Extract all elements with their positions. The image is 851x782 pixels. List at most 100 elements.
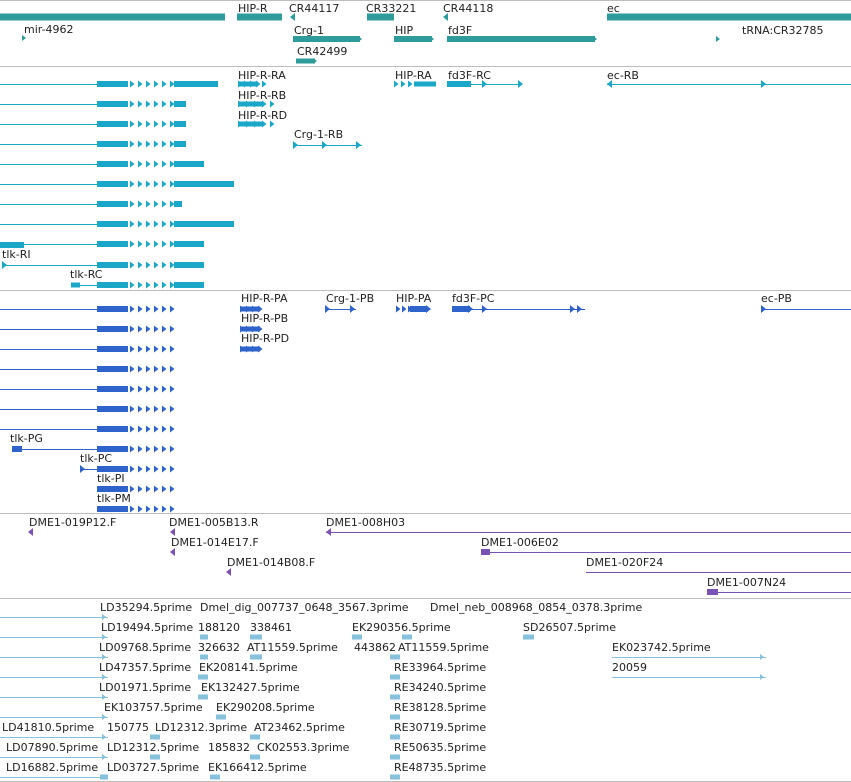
- strand-arrow-right: [130, 281, 135, 289]
- tlk-transcript[interactable]: [0, 140, 186, 148]
- feature-genes-7[interactable]: [394, 36, 434, 42]
- est-alignment[interactable]: [0, 714, 108, 720]
- est-alignment[interactable]: [250, 634, 262, 640]
- est-alignment[interactable]: [210, 774, 220, 780]
- feature-label: RE33964.5prime: [394, 661, 486, 674]
- feature-proteins-6[interactable]: [240, 345, 263, 353]
- tlk-protein[interactable]: [0, 425, 175, 433]
- feature-clones-2[interactable]: [326, 528, 851, 536]
- est-alignment[interactable]: [0, 754, 108, 760]
- est-alignment[interactable]: [198, 674, 208, 680]
- est-alignment[interactable]: [198, 694, 208, 700]
- feature-ests-7[interactable]: [523, 634, 534, 640]
- feature-transcripts-4[interactable]: [238, 100, 275, 108]
- est-alignment[interactable]: [0, 674, 108, 680]
- est-alignment[interactable]: [390, 654, 400, 660]
- feature-clones-0[interactable]: [28, 528, 33, 536]
- est-alignment[interactable]: [352, 634, 362, 640]
- feature-transcripts-0[interactable]: [238, 80, 267, 88]
- feature-genes-5[interactable]: [607, 13, 851, 21]
- feature-proteins-5[interactable]: [240, 325, 263, 333]
- tlk-transcript[interactable]: [0, 100, 186, 108]
- est-alignment[interactable]: [0, 614, 108, 620]
- feature-transcripts-2[interactable]: [447, 80, 523, 88]
- est-alignment[interactable]: [390, 754, 400, 760]
- tlk-protein[interactable]: [0, 405, 175, 413]
- est-alignment[interactable]: [0, 654, 108, 660]
- feature-proteins-12[interactable]: [12, 445, 175, 453]
- tlk-transcript[interactable]: [0, 240, 204, 248]
- tlk-transcript[interactable]: [0, 200, 182, 208]
- feature-proteins-13[interactable]: [80, 465, 175, 473]
- feature-clones-3[interactable]: [170, 548, 175, 556]
- est-alignment[interactable]: [200, 654, 208, 660]
- est-alignment[interactable]: [150, 754, 160, 760]
- feature-bar: [198, 674, 208, 680]
- feature-genes-4[interactable]: [443, 13, 448, 21]
- feature-ests-13[interactable]: [612, 654, 766, 660]
- feature-genes-6[interactable]: [293, 36, 362, 42]
- feature-genes-3[interactable]: [367, 13, 394, 21]
- feature-proteins-15[interactable]: [97, 505, 175, 513]
- feature-transcripts-15[interactable]: [0, 242, 204, 269]
- feature-genes-8[interactable]: [447, 36, 597, 42]
- feature-proteins-2[interactable]: [396, 305, 431, 313]
- feature-genes-0[interactable]: [22, 35, 26, 41]
- feature-label: tlk-PI: [97, 472, 125, 485]
- feature-proteins-0[interactable]: [240, 305, 263, 313]
- feature-proteins-14[interactable]: [97, 485, 175, 493]
- feature-transcripts-16[interactable]: [71, 281, 204, 289]
- est-alignment[interactable]: [390, 774, 400, 780]
- est-alignment[interactable]: [402, 634, 412, 640]
- est-alignment[interactable]: [250, 654, 262, 660]
- feature-transcripts-6[interactable]: [293, 141, 362, 149]
- feature-transcripts-1[interactable]: [394, 80, 436, 88]
- feature-proteins-3[interactable]: [452, 305, 585, 313]
- feature-label: EK290356.5prime: [352, 621, 451, 634]
- feature-ests-17[interactable]: [612, 674, 766, 680]
- strand-arrow-right: [162, 385, 167, 393]
- tlk-transcript[interactable]: [0, 220, 234, 228]
- feature-genes-1[interactable]: [0, 13, 282, 21]
- est-alignment[interactable]: [100, 774, 108, 780]
- tlk-protein[interactable]: [0, 325, 175, 333]
- tlk-protein[interactable]: [0, 345, 175, 353]
- strand-arrow-left: [523, 634, 527, 640]
- feature-genes-9[interactable]: [716, 36, 720, 42]
- est-alignment[interactable]: [390, 674, 400, 680]
- feature-proteins-4[interactable]: [761, 305, 851, 313]
- est-alignment[interactable]: [0, 734, 108, 740]
- est-alignment[interactable]: [216, 714, 226, 720]
- feature-genes-2[interactable]: [290, 13, 295, 21]
- feature-clones-4[interactable]: [481, 549, 851, 555]
- tlk-protein[interactable]: [0, 365, 175, 373]
- feature-transcripts-5[interactable]: [238, 120, 275, 128]
- feature-genes-10[interactable]: [296, 58, 317, 64]
- feature-transcripts-3[interactable]: [607, 80, 851, 88]
- tlk-transcript[interactable]: [0, 180, 234, 188]
- tlk-transcript[interactable]: [0, 80, 218, 88]
- feature-bar: [237, 13, 282, 21]
- feature-proteins-1[interactable]: [325, 305, 356, 313]
- est-alignment[interactable]: [390, 734, 400, 740]
- feature-ests-34[interactable]: [0, 774, 108, 780]
- feature-clones-5[interactable]: [226, 568, 231, 576]
- est-alignment[interactable]: [150, 734, 160, 740]
- est-alignment[interactable]: [0, 634, 108, 640]
- est-alignment[interactable]: [250, 754, 260, 760]
- feature-label: LD41810.5prime: [2, 721, 94, 734]
- tlk-protein[interactable]: [0, 385, 175, 393]
- tlk-transcript[interactable]: [0, 120, 186, 128]
- est-alignment[interactable]: [390, 694, 400, 700]
- est-alignment[interactable]: [0, 694, 108, 700]
- feature-clones-7[interactable]: [707, 589, 851, 595]
- est-alignment[interactable]: [390, 714, 400, 720]
- tlk-transcript[interactable]: [0, 160, 204, 168]
- est-alignment[interactable]: [200, 634, 208, 640]
- feature-bar: [97, 326, 128, 332]
- strand-arrow-right: [146, 365, 151, 373]
- est-alignment[interactable]: [250, 734, 260, 740]
- tlk-protein[interactable]: [0, 305, 175, 313]
- feature-clones-1[interactable]: [170, 528, 175, 536]
